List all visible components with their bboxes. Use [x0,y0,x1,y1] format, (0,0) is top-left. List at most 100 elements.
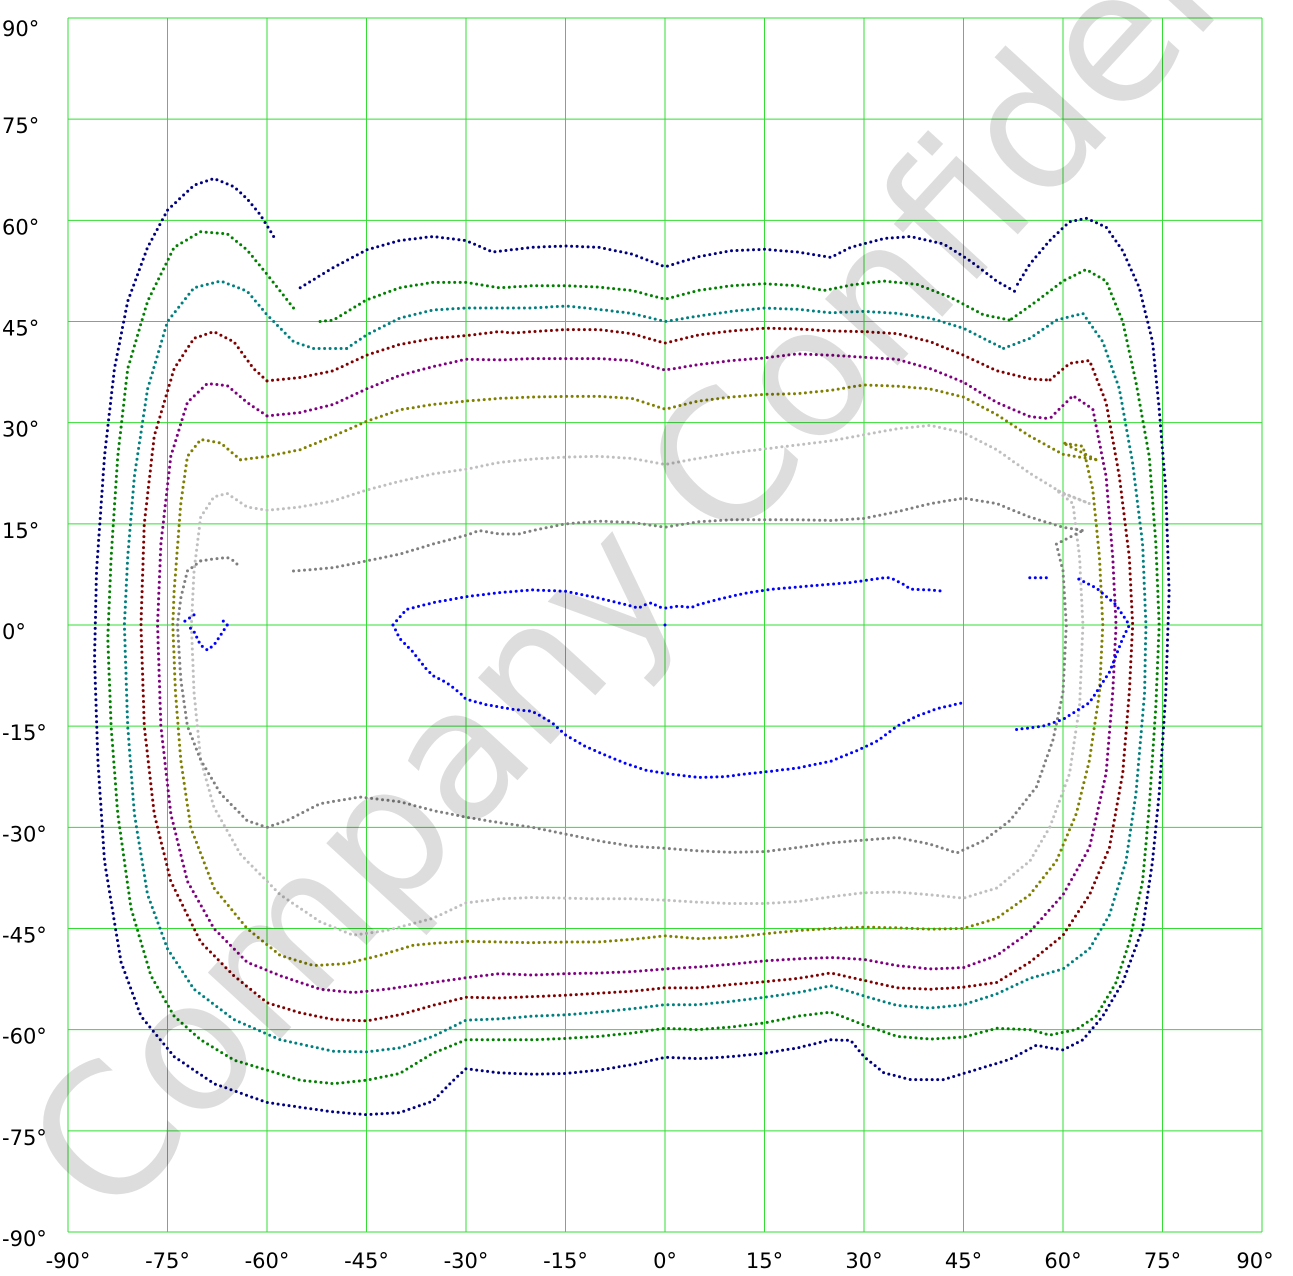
data-point [905,426,909,430]
data-point [1052,447,1056,451]
data-point [316,803,319,807]
data-point [236,848,240,852]
data-point [569,993,573,997]
data-point [601,1068,605,1071]
data-point [447,470,451,474]
data-point [1083,900,1087,904]
data-point [777,848,781,852]
data-point [1148,879,1152,883]
data-point [1111,986,1115,990]
data-point [1124,731,1128,735]
data-point [744,981,748,985]
data-point [624,843,628,847]
data-point [253,368,257,372]
data-point [1164,682,1168,686]
data-point [125,880,129,884]
data-point [562,284,566,288]
data-point [757,248,761,252]
data-point [349,426,353,430]
data-point [190,566,194,570]
data-point [158,415,162,419]
data-point [209,331,213,335]
data-point [420,474,424,478]
data-point [397,343,400,347]
data-point [1166,545,1170,548]
data-point [1013,969,1017,973]
data-point [105,429,109,433]
data-point [1089,698,1093,702]
data-point [644,1005,648,1009]
data-point [209,794,213,798]
data-point [541,1072,544,1076]
data-point [258,872,262,876]
data-point [1113,642,1117,646]
data-point [750,981,754,985]
data-point [406,645,410,649]
data-point [998,450,1002,454]
data-point [589,1011,593,1015]
data-point [892,890,896,894]
data-point [466,399,470,403]
data-point [1095,535,1099,539]
data-point [464,901,468,905]
data-point [1164,688,1168,691]
data-point [128,293,132,297]
data-point [1099,796,1103,799]
data-point [510,940,514,944]
data-point [1116,989,1119,993]
data-point [548,395,552,399]
data-point [1023,307,1027,311]
data-point [937,706,941,710]
data-point [813,1042,817,1046]
data-point [111,529,115,533]
data-point [137,328,141,332]
data-point [855,282,859,286]
data-point [224,336,228,340]
data-point [942,320,946,324]
data-point [140,601,144,605]
data-point [141,672,145,676]
data-point [320,963,324,967]
data-point [1081,705,1085,709]
data-point [1124,950,1128,954]
data-point [148,776,152,780]
data-point [1162,462,1166,466]
data-point [813,441,817,445]
data-point [1120,640,1123,643]
data-point [1103,1000,1107,1004]
data-point [882,331,886,335]
data-point [1124,861,1127,865]
data-point [659,318,663,322]
data-point [141,689,145,692]
data-point [556,1013,560,1017]
data-point [513,1072,517,1075]
data-point [272,235,276,238]
data-point [167,800,171,804]
x-tick-label: 90° [1236,1249,1273,1273]
data-point [125,370,129,374]
data-point [1133,376,1137,380]
data-point [359,422,363,426]
data-point [145,247,149,251]
data-point [1128,572,1132,576]
data-point [492,358,496,362]
data-point [246,291,250,295]
data-point [781,1048,785,1052]
data-point [667,406,671,410]
data-point [809,1013,812,1017]
data-point [819,1011,823,1015]
data-point [808,764,812,767]
data-point [536,994,540,998]
data-point [1062,491,1066,495]
data-point [121,326,124,329]
data-point [1065,833,1069,837]
data-point [633,457,637,461]
data-point [132,283,136,287]
data-point [129,512,133,516]
data-point [1148,463,1152,467]
data-point [1129,959,1133,963]
data-point [700,849,704,853]
data-point [386,242,390,246]
data-point [737,1054,741,1058]
data-point [573,455,577,459]
